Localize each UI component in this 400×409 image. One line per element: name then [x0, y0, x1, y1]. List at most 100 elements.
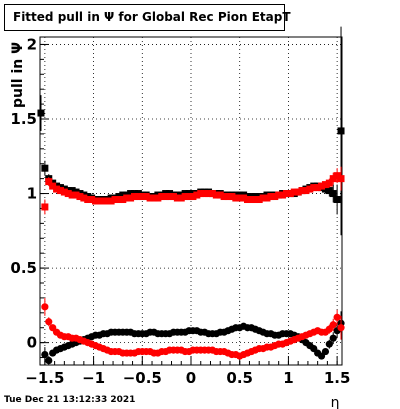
data-point [279, 191, 287, 199]
data-point [228, 193, 236, 201]
data-point [325, 179, 333, 187]
data-point [111, 196, 119, 204]
data-point [119, 191, 127, 199]
data-point [259, 194, 267, 202]
data-point [282, 190, 290, 198]
data-point [271, 193, 279, 201]
data-point [181, 193, 189, 201]
data-point [337, 127, 345, 135]
data-point [41, 350, 49, 359]
data-point [220, 193, 228, 201]
y-tick-label: 1 [27, 185, 37, 203]
y-tick-label: 1.5 [10, 110, 37, 128]
data-point [49, 182, 57, 190]
data-point [166, 193, 174, 201]
data-point [212, 191, 220, 199]
data-point [88, 196, 96, 204]
y-axis-title: pull in Ψ [10, 42, 26, 108]
data-point [37, 109, 45, 117]
data-point [333, 172, 341, 180]
data-point [240, 194, 248, 202]
data-point [76, 193, 84, 201]
data-point [185, 193, 193, 201]
data-point [205, 190, 213, 198]
data-point [123, 194, 131, 202]
x-tick-label: −1 [82, 369, 105, 387]
data-point [107, 197, 115, 205]
data-point [45, 178, 53, 186]
data-point [189, 193, 197, 201]
data-point [169, 193, 177, 201]
data-point [197, 190, 205, 198]
data-point [247, 196, 255, 204]
data-point [337, 175, 345, 183]
data-point [68, 187, 76, 195]
data-point [193, 191, 201, 199]
y-tick-label: 2 [27, 35, 37, 53]
data-point [41, 203, 49, 211]
data-point [60, 188, 68, 196]
data-point [53, 185, 61, 193]
data-point [325, 187, 333, 195]
data-point [286, 190, 294, 198]
data-point [321, 185, 329, 193]
data-point [119, 196, 127, 204]
data-point [333, 196, 341, 204]
data-point [130, 193, 138, 201]
data-point [142, 193, 150, 201]
x-tick-label: 0 [186, 369, 196, 387]
data-point [251, 196, 259, 204]
data-point [146, 194, 154, 202]
data-point [232, 194, 240, 202]
data-point [127, 190, 135, 198]
data-point [68, 191, 76, 199]
data-point [173, 194, 181, 202]
data-point [80, 194, 88, 202]
data-point [134, 193, 142, 201]
data-point [208, 190, 216, 198]
data-point [318, 182, 326, 190]
data-point [294, 188, 302, 196]
x-tick-label: −1.5 [25, 369, 64, 387]
data-point [201, 190, 209, 198]
data-point [329, 175, 337, 183]
data-point [298, 187, 306, 195]
y-tick-label: 0.5 [10, 259, 37, 277]
data-point [310, 184, 318, 192]
data-point [154, 194, 162, 202]
data-point [263, 194, 271, 202]
data-point [177, 194, 185, 202]
data-point [45, 356, 53, 365]
x-tick-label: 1 [283, 369, 293, 387]
x-tick-label: −0.5 [123, 369, 162, 387]
data-point [56, 187, 64, 195]
x-tick-label: 1.5 [324, 369, 351, 387]
data-point [321, 347, 330, 356]
data-point [162, 193, 170, 201]
data-point [150, 194, 158, 202]
data-point [84, 196, 92, 204]
data-point [306, 185, 314, 193]
data-point [333, 313, 341, 321]
data-point [329, 321, 337, 329]
data-point [267, 193, 275, 201]
data-point [302, 187, 310, 195]
series-red-squares [41, 166, 345, 215]
data-point [127, 194, 135, 202]
data-point [275, 191, 283, 199]
data-point [337, 324, 345, 332]
y-tick-label: 0 [27, 334, 37, 352]
data-point [314, 184, 322, 192]
data-point [99, 197, 107, 205]
data-point [255, 196, 263, 204]
data-point [92, 197, 100, 205]
data-point [329, 190, 337, 198]
x-tick-label: 0.5 [226, 369, 253, 387]
data-point [224, 193, 232, 201]
data-point [216, 191, 224, 199]
x-axis-title: η [331, 395, 340, 409]
data-point [244, 196, 252, 204]
data-point [158, 193, 166, 201]
data-point [95, 197, 103, 205]
